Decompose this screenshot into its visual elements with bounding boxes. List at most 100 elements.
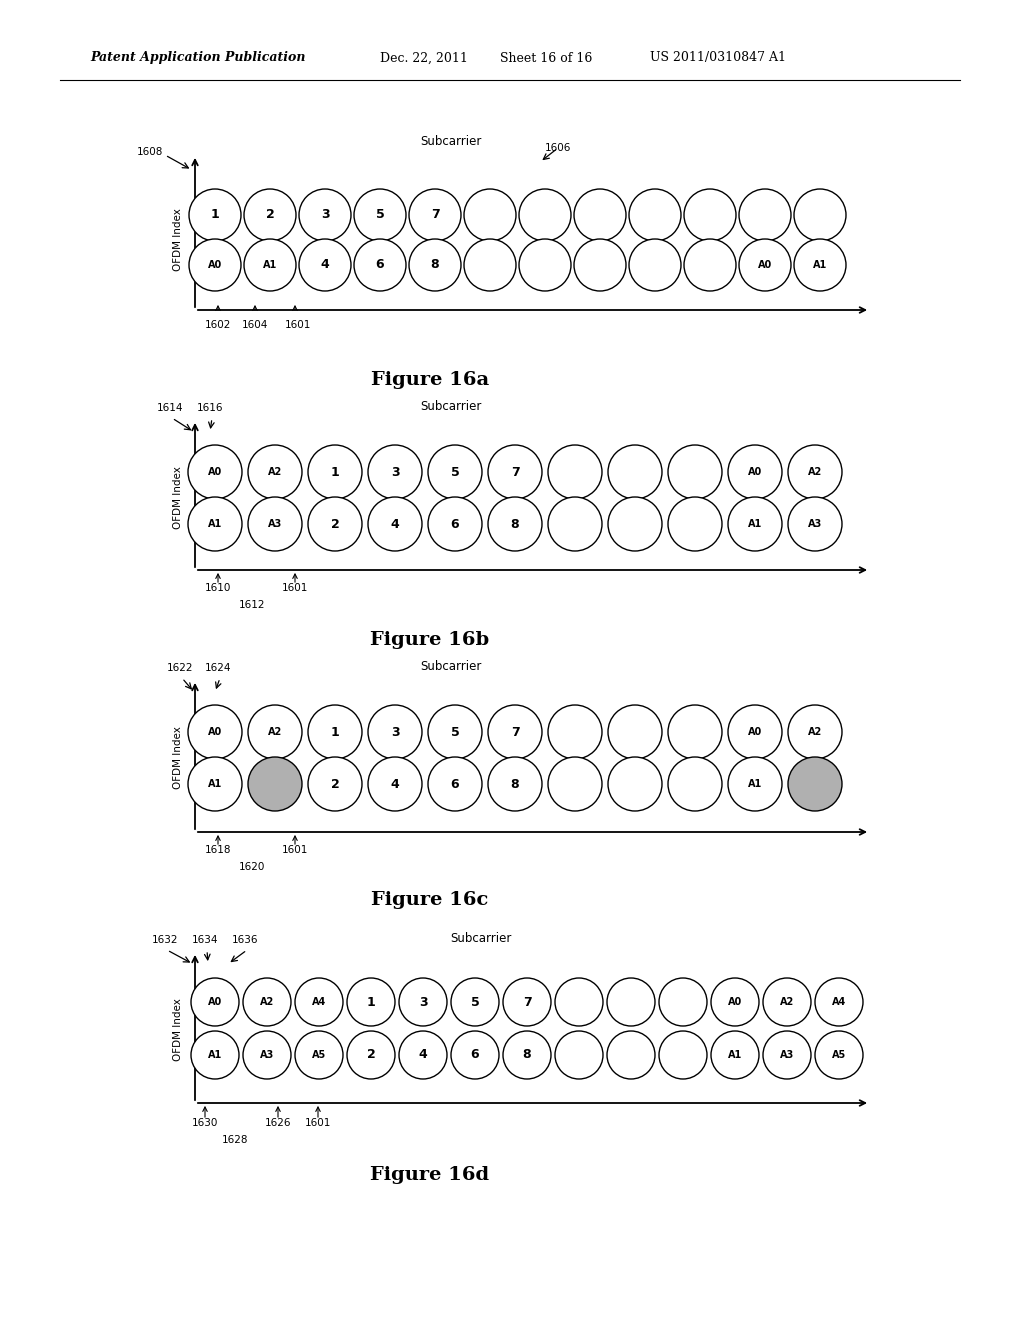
Ellipse shape — [248, 705, 302, 759]
Text: 5: 5 — [471, 995, 479, 1008]
Text: 4: 4 — [390, 777, 399, 791]
Ellipse shape — [815, 1031, 863, 1078]
Ellipse shape — [308, 498, 362, 550]
Ellipse shape — [399, 978, 447, 1026]
Ellipse shape — [711, 978, 759, 1026]
Ellipse shape — [763, 978, 811, 1026]
Text: 5: 5 — [376, 209, 384, 222]
Ellipse shape — [188, 705, 242, 759]
Text: 1614: 1614 — [157, 403, 183, 413]
Ellipse shape — [191, 1031, 239, 1078]
Ellipse shape — [464, 189, 516, 242]
Ellipse shape — [188, 498, 242, 550]
Ellipse shape — [295, 1031, 343, 1078]
Ellipse shape — [428, 756, 482, 810]
Ellipse shape — [548, 498, 602, 550]
Ellipse shape — [347, 1031, 395, 1078]
Text: A4: A4 — [312, 997, 326, 1007]
Text: OFDM Index: OFDM Index — [173, 466, 183, 529]
Text: Figure 16b: Figure 16b — [371, 631, 489, 649]
Text: 1636: 1636 — [231, 935, 258, 945]
Ellipse shape — [464, 239, 516, 290]
Ellipse shape — [739, 189, 791, 242]
Text: 1620: 1620 — [239, 862, 265, 873]
Text: 7: 7 — [511, 466, 519, 479]
Ellipse shape — [728, 705, 782, 759]
Text: 1608: 1608 — [137, 147, 163, 157]
Text: A1: A1 — [748, 779, 762, 789]
Ellipse shape — [555, 1031, 603, 1078]
Ellipse shape — [607, 1031, 655, 1078]
Ellipse shape — [815, 978, 863, 1026]
Text: Dec. 22, 2011: Dec. 22, 2011 — [380, 51, 468, 65]
Text: 7: 7 — [431, 209, 439, 222]
Text: 1632: 1632 — [152, 935, 178, 945]
Text: A0: A0 — [208, 260, 222, 271]
Text: A4: A4 — [831, 997, 846, 1007]
Text: 1604: 1604 — [242, 319, 268, 330]
Text: 1: 1 — [211, 209, 219, 222]
Text: 1601: 1601 — [282, 845, 308, 855]
Ellipse shape — [608, 705, 662, 759]
Text: 5: 5 — [451, 466, 460, 479]
Text: 7: 7 — [522, 995, 531, 1008]
Ellipse shape — [243, 978, 291, 1026]
Ellipse shape — [488, 705, 542, 759]
Ellipse shape — [548, 445, 602, 499]
Text: 1624: 1624 — [205, 663, 231, 673]
Ellipse shape — [668, 498, 722, 550]
Ellipse shape — [503, 978, 551, 1026]
Ellipse shape — [299, 189, 351, 242]
Text: 1601: 1601 — [282, 583, 308, 593]
Text: 3: 3 — [419, 995, 427, 1008]
Ellipse shape — [368, 705, 422, 759]
Ellipse shape — [794, 189, 846, 242]
Text: 6: 6 — [471, 1048, 479, 1061]
Text: A1: A1 — [728, 1049, 742, 1060]
Text: Subcarrier: Subcarrier — [420, 400, 481, 413]
Text: A1: A1 — [208, 1049, 222, 1060]
Text: 1606: 1606 — [545, 143, 571, 153]
Ellipse shape — [347, 978, 395, 1026]
Text: 1: 1 — [367, 995, 376, 1008]
Ellipse shape — [728, 498, 782, 550]
Text: 1610: 1610 — [205, 583, 231, 593]
Text: A0: A0 — [208, 727, 222, 737]
Text: 6: 6 — [376, 259, 384, 272]
Ellipse shape — [794, 239, 846, 290]
Ellipse shape — [248, 756, 302, 810]
Text: A0: A0 — [208, 997, 222, 1007]
Text: OFDM Index: OFDM Index — [173, 998, 183, 1061]
Text: 1616: 1616 — [197, 403, 223, 413]
Ellipse shape — [428, 498, 482, 550]
Ellipse shape — [189, 239, 241, 290]
Ellipse shape — [788, 498, 842, 550]
Text: 5: 5 — [451, 726, 460, 738]
Ellipse shape — [368, 498, 422, 550]
Ellipse shape — [711, 1031, 759, 1078]
Ellipse shape — [519, 189, 571, 242]
Text: A0: A0 — [748, 467, 762, 477]
Text: 7: 7 — [511, 726, 519, 738]
Ellipse shape — [188, 445, 242, 499]
Ellipse shape — [368, 756, 422, 810]
Ellipse shape — [368, 445, 422, 499]
Ellipse shape — [608, 498, 662, 550]
Text: A2: A2 — [780, 997, 795, 1007]
Text: 6: 6 — [451, 777, 460, 791]
Text: 1601: 1601 — [305, 1118, 331, 1129]
Text: A2: A2 — [808, 467, 822, 477]
Ellipse shape — [788, 705, 842, 759]
Text: 1: 1 — [331, 726, 339, 738]
Ellipse shape — [659, 1031, 707, 1078]
Text: Patent Application Publication: Patent Application Publication — [90, 51, 305, 65]
Text: 1618: 1618 — [205, 845, 231, 855]
Text: 2: 2 — [331, 777, 339, 791]
Text: 1: 1 — [331, 466, 339, 479]
Text: 1602: 1602 — [205, 319, 231, 330]
Ellipse shape — [739, 239, 791, 290]
Ellipse shape — [668, 445, 722, 499]
Ellipse shape — [308, 705, 362, 759]
Text: OFDM Index: OFDM Index — [173, 726, 183, 789]
Text: Subcarrier: Subcarrier — [420, 135, 481, 148]
